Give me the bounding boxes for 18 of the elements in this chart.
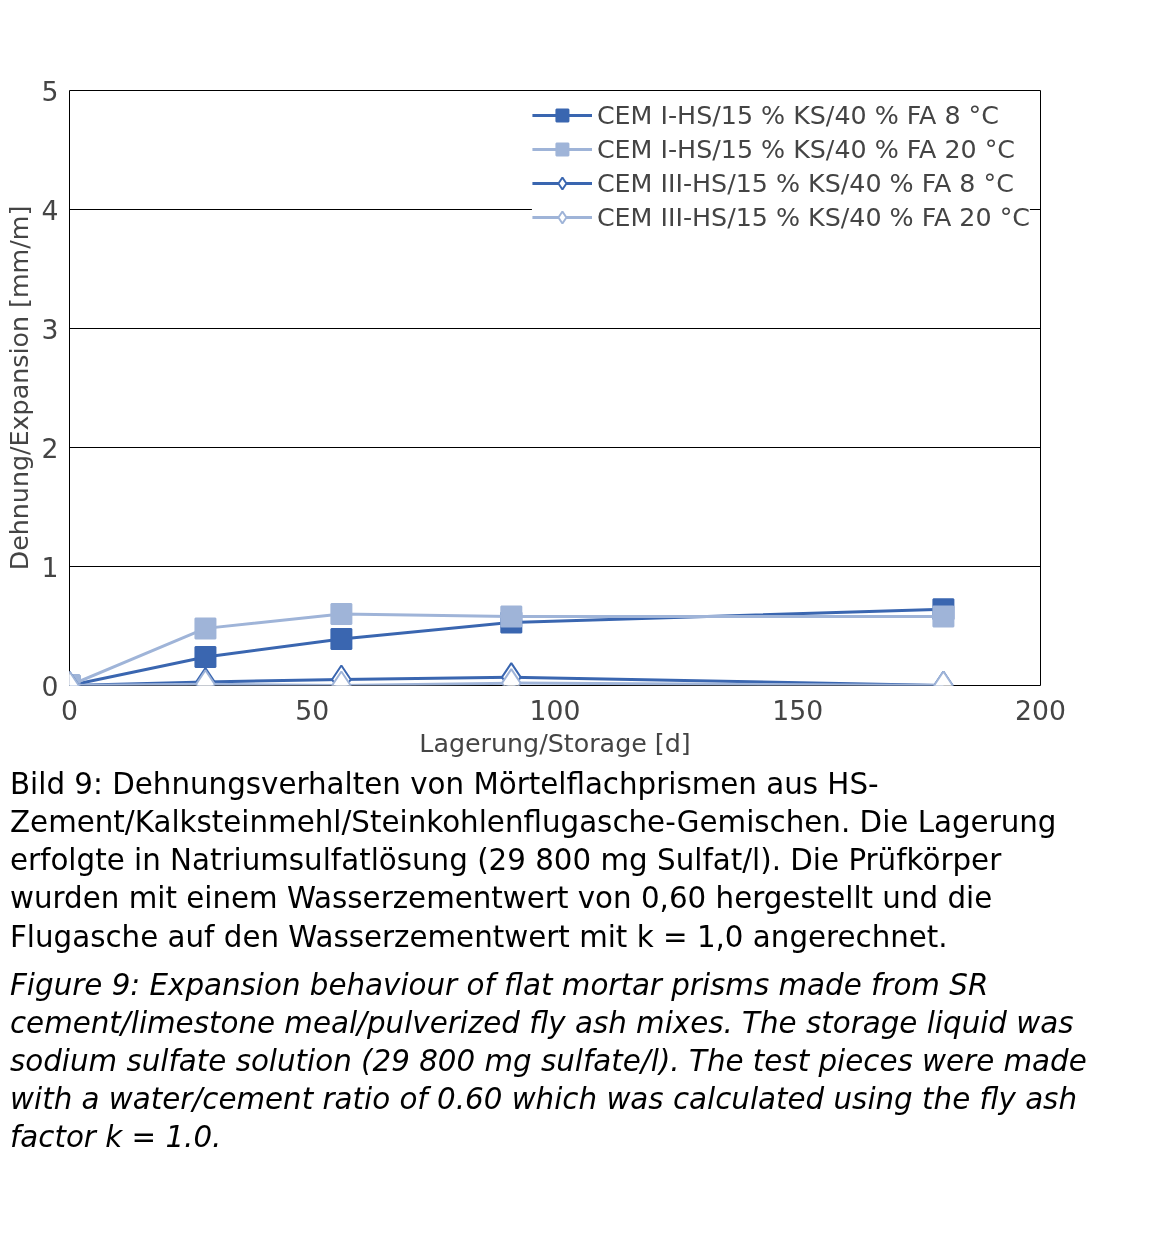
legend-label: CEM III-HS/15 % KS/40 % FA 8 °C bbox=[596, 168, 1014, 198]
text: Bild 9: Dehnungsverhalten von Mörtelflachprismen aus HS-Zement/Kalksteinmehl/Steinkohlenflugasche-Gemischen. Die Lagerung erfolgte in Natriumsulfatlösung (29 800 mg Sulfat/l). Die Prüfkörper wurden mit einem Wasserzementwert von 0,60 hergestellt und die Flugasche auf den Wasserzementwert mit k = 1,0 angerechnet. bbox=[10, 766, 1058, 956]
x-tick-label: 100 bbox=[529, 694, 581, 726]
y-tick-label: 3 bbox=[41, 313, 59, 345]
y-tick-label: 4 bbox=[41, 194, 59, 226]
y-tick-label: 2 bbox=[41, 432, 59, 464]
legend-label: CEM III-HS/15 % KS/40 % FA 20 °C bbox=[596, 202, 1030, 232]
y-tick-label: 1 bbox=[41, 551, 59, 583]
y-tick-label: 5 bbox=[41, 75, 59, 107]
legend-label: CEM I-HS/15 % KS/40 % FA 20 °C bbox=[596, 134, 1016, 164]
y-axis-title: Dehnung/Expansion [mm/m] bbox=[3, 205, 34, 571]
legend-label: CEM I-HS/15 % KS/40 % FA 8 °C bbox=[596, 100, 999, 130]
x-axis-title: Lagerung/Storage [d] bbox=[419, 727, 691, 758]
x-tick-label: 200 bbox=[1015, 694, 1066, 726]
caption: Figure 9: Expansion behaviour of flat mortar prisms made from SR cement/limestone meal/pulverized fly ash mixes. The storage liquid was sodium sulfate solution (29 800 mg sulfate/l). The test pieces were made with a water/cement ratio of 0.60 which was calculated using the fly ash factor k = 1.0. bbox=[10, 966, 1088, 1157]
x-tick-label: 150 bbox=[772, 694, 824, 726]
y-tick-label: 0 bbox=[41, 670, 59, 702]
x-tick-label: 50 bbox=[295, 694, 330, 726]
